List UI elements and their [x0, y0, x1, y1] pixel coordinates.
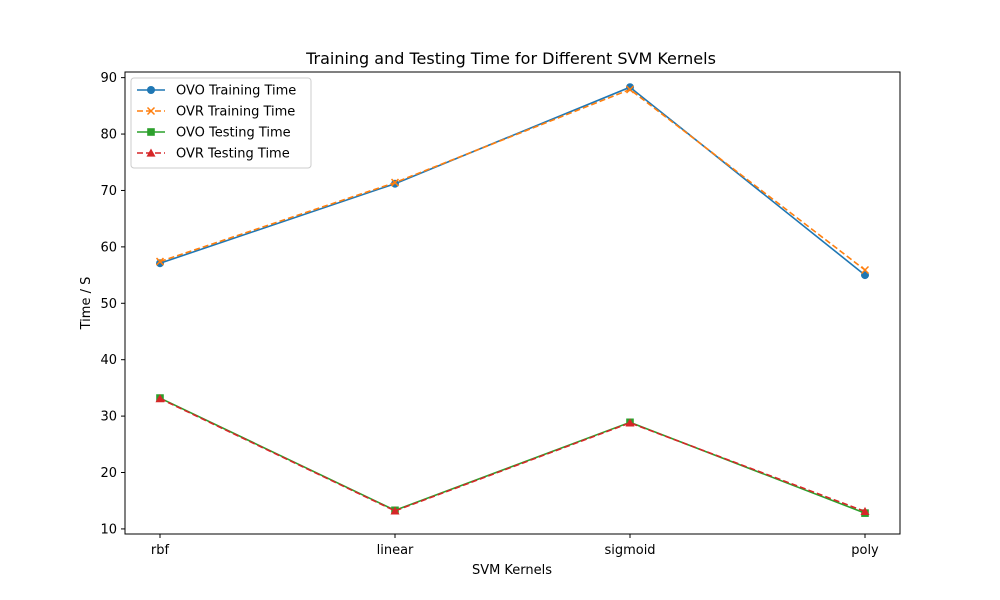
data-point: [625, 85, 635, 94]
series-2: [156, 394, 869, 517]
data-point: [860, 265, 870, 275]
y-tick-label: 30: [100, 410, 117, 425]
series-1: [155, 85, 870, 275]
legend-frame: [130, 77, 312, 169]
y-axis-label: Time / S: [79, 277, 94, 331]
x-tick-label: sigmoid: [604, 543, 655, 558]
legend-marker: [147, 86, 155, 94]
series-line: [159, 88, 866, 271]
y-tick-label: 10: [100, 522, 117, 537]
data-point: [390, 506, 400, 515]
y-tick-label: 20: [100, 466, 117, 481]
legend-label: OVR Testing Time: [176, 147, 290, 162]
data-point: [626, 83, 634, 92]
data-point: [391, 179, 399, 188]
data-point: [625, 418, 635, 427]
series-3: [155, 394, 870, 516]
legend: OVO Training Time OVR Training Time OVO Te…: [130, 77, 312, 169]
y-tick-label: 80: [100, 128, 117, 143]
data-point: [155, 394, 165, 403]
series-line: [159, 397, 866, 513]
data-point: [861, 271, 869, 280]
x-axis-label: SVM Kernels: [472, 563, 552, 578]
y-tick-label: 90: [100, 71, 117, 86]
legend-marker: [147, 128, 155, 136]
legend-label: OVR Training Time: [176, 105, 295, 120]
y-tick-label: 50: [100, 297, 117, 312]
x-axis: rbf linear sigmoid poly: [151, 534, 879, 558]
data-point: [860, 506, 870, 516]
data-point: [390, 178, 400, 187]
legend-entry: OVO Training Time: [137, 84, 296, 99]
legend-entry: OVR Training Time: [137, 105, 295, 120]
legend-marker: [146, 148, 156, 157]
data-point: [155, 257, 165, 266]
legend-marker: [146, 106, 156, 116]
y-tick-label: 60: [100, 240, 117, 255]
y-tick-label: 40: [100, 353, 117, 368]
series-line: [159, 397, 866, 514]
y-tick-label: 70: [100, 184, 117, 199]
x-tick-label: poly: [851, 543, 879, 558]
legend-entry: OVR Testing Time: [137, 147, 290, 162]
x-tick-label: linear: [377, 543, 414, 558]
chart-title: Training and Testing Time for Different …: [305, 49, 716, 68]
legend-entry: OVO Testing Time: [137, 126, 291, 141]
x-tick-label: rbf: [151, 543, 170, 558]
legend-label: OVO Training Time: [176, 84, 296, 99]
legend-label: OVO Testing Time: [176, 126, 291, 141]
y-axis: 10 20 30 40 50 60 70 80 90: [100, 71, 125, 537]
